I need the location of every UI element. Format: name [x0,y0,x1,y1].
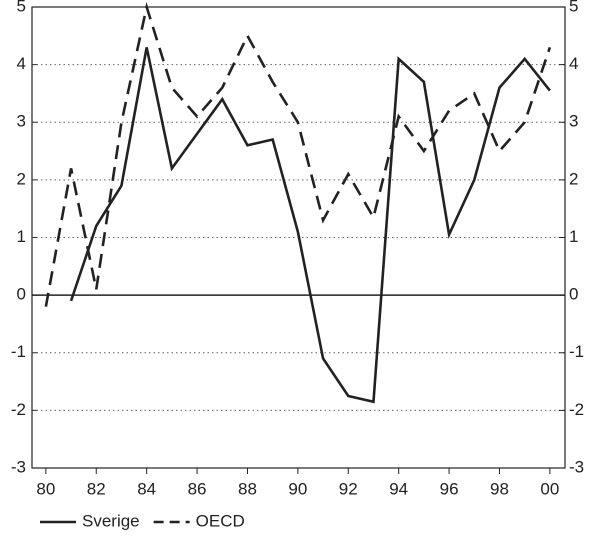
x-tick-label: 98 [490,479,509,498]
y2-tick-label: 5 [569,0,578,15]
legend-label: OECD [196,511,245,530]
x-tick-label: 96 [440,479,459,498]
x-tick-label: 94 [389,479,408,498]
y2-tick-label: 0 [569,285,578,304]
series-line [69,47,551,404]
y-tick-label: 2 [17,169,26,188]
x-tick-label: 84 [137,479,156,498]
y2-tick-label: 3 [569,112,578,131]
x-tick-label: 82 [87,479,106,498]
x-tick-label: 92 [339,479,358,498]
y2-tick-label: -1 [569,342,584,361]
x-tick-label: 88 [238,479,257,498]
plot-frame [31,6,566,469]
y2-tick-label: -2 [569,400,584,419]
x-tick-label: 80 [36,479,55,498]
legend-label: Sverige [82,511,140,530]
y-tick-label: -1 [11,342,26,361]
y-tick-label: -2 [11,400,26,419]
y-tick-label: 1 [17,227,26,246]
y-tick-label: 0 [17,285,26,304]
y2-tick-label: -3 [569,457,584,476]
y-tick-label: -3 [11,457,26,476]
y2-tick-label: 1 [569,227,578,246]
x-tick-label: 90 [288,479,307,498]
x-tick-label: 00 [540,479,559,498]
y2-tick-label: 2 [569,169,578,188]
y2-tick-label: 4 [569,54,578,73]
y-tick-label: 5 [17,0,26,15]
x-tick-label: 86 [188,479,207,498]
y-tick-label: 4 [17,54,26,73]
series-line [44,1,552,307]
y-tick-label: 3 [17,112,26,131]
